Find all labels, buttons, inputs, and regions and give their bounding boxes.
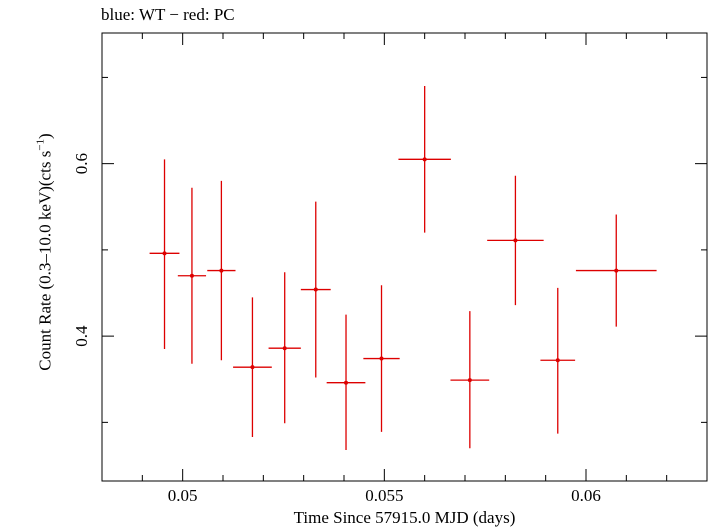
data-point-marker <box>422 157 427 162</box>
y-tick-label: 0.6 <box>72 153 91 174</box>
data-point-marker <box>344 380 349 385</box>
data-point <box>487 175 544 306</box>
data-points <box>149 86 657 450</box>
x-axis-label: Time Since 57915.0 MJD (days) <box>293 508 516 527</box>
data-point-marker <box>250 365 255 370</box>
data-point-marker <box>555 358 560 363</box>
chart-title: blue: WT − red: PC <box>101 5 235 24</box>
data-point-marker <box>219 268 224 273</box>
plot-frame <box>101 32 708 482</box>
data-point-marker <box>162 251 167 256</box>
data-point-marker <box>513 238 518 243</box>
data-point-marker <box>379 356 384 361</box>
y-axis-label: Count Rate (0.3–10.0 keV)(cts s−1) <box>35 133 56 370</box>
data-point <box>540 287 576 434</box>
data-point <box>233 297 272 438</box>
data-point <box>363 285 400 432</box>
data-point <box>268 272 301 424</box>
data-point <box>177 187 207 364</box>
data-point-marker <box>313 287 318 292</box>
y-axis-label-main: Count Rate (0.3–10.0 keV)(cts s <box>35 150 55 371</box>
x-tick-label: 0.06 <box>571 486 601 505</box>
data-point <box>149 159 180 350</box>
x-tick-label: 0.055 <box>365 486 403 505</box>
y-axis-label-close: ) <box>35 133 55 139</box>
x-tick-label: 0.05 <box>168 486 198 505</box>
axis-tick-labels: 0.05 0.055 0.06 0.4 0.6 <box>72 153 601 505</box>
data-point <box>300 201 331 378</box>
data-point-marker <box>189 273 194 278</box>
y-axis-label-exponent: −1 <box>34 138 47 151</box>
data-point-marker <box>282 346 287 351</box>
axis-ticks <box>102 33 707 481</box>
data-point <box>450 311 490 449</box>
data-point <box>398 86 451 233</box>
data-point-marker <box>467 378 472 383</box>
y-tick-label: 0.4 <box>72 325 91 347</box>
data-point <box>326 314 366 450</box>
data-point <box>575 214 657 327</box>
data-point <box>207 180 236 361</box>
data-point-marker <box>614 268 619 273</box>
